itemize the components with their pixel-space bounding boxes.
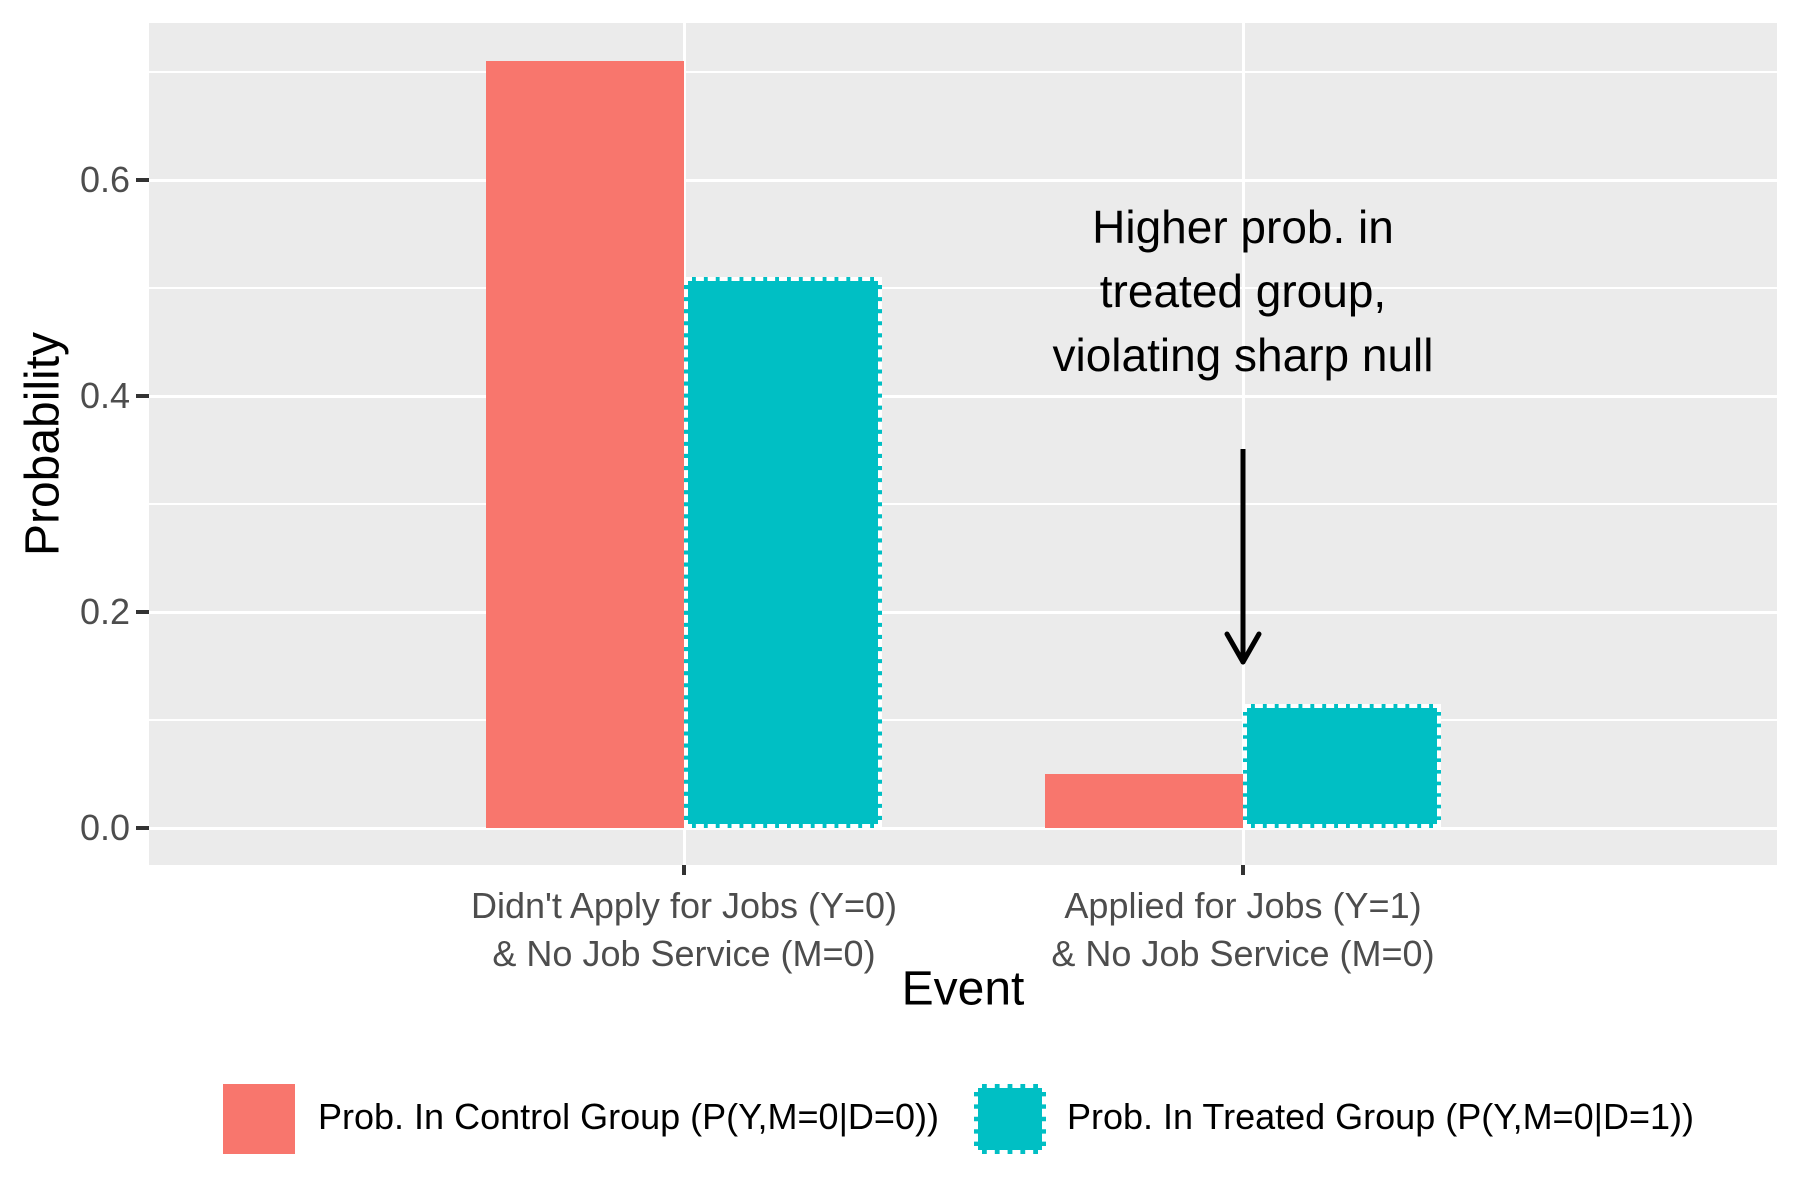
x-tick-label-cat2: Applied for Jobs (Y=1) & No Job Service (…: [893, 882, 1593, 978]
annotation-line-2: treated group,: [1099, 265, 1387, 317]
bar-control-cat2: [1045, 774, 1243, 828]
bar-treated-cat2: [1243, 703, 1441, 828]
gridline-major: [149, 178, 1777, 182]
x-tick-label-line: & No Job Service (M=0): [1051, 933, 1435, 974]
x-tick-mark: [1241, 865, 1245, 875]
y-tick-label: 0.4: [79, 375, 130, 416]
y-tick-label: 0.6: [79, 159, 130, 200]
gridline-vertical-cat2: [1241, 23, 1245, 865]
annotation-text: Higher prob. in treated group, violating…: [843, 195, 1643, 387]
down-arrow-icon: [1224, 449, 1262, 665]
gridline-minor: [149, 287, 1777, 289]
y-tick-mark: [136, 826, 149, 830]
bar-control-cat1: [486, 61, 684, 828]
legend-key-control: [223, 1084, 295, 1154]
legend-key-treated: [974, 1084, 1046, 1154]
y-tick-mark: [136, 394, 149, 398]
y-tick-mark: [136, 610, 149, 614]
x-tick-label-line: & No Job Service (M=0): [492, 933, 876, 974]
x-tick-mark: [682, 865, 686, 875]
gridline-major: [149, 826, 1777, 830]
x-tick-label-line: Applied for Jobs (Y=1): [1064, 885, 1422, 926]
x-tick-label-line: Didn't Apply for Jobs (Y=0): [470, 885, 898, 926]
y-tick-mark: [136, 178, 149, 182]
y-tick-label: 0.0: [79, 807, 130, 848]
gridline-major: [149, 394, 1777, 398]
annotation-line-1: Higher prob. in: [1092, 201, 1394, 253]
gridline-minor: [149, 719, 1777, 721]
legend-label-treated: Prob. In Treated Group (P(Y,M=0|D=1)): [1067, 1096, 1694, 1137]
plot-panel: [149, 23, 1777, 865]
gridline-minor: [149, 503, 1777, 505]
x-tick-label-cat1: Didn't Apply for Jobs (Y=0) & No Job Serv…: [334, 882, 1034, 978]
gridline-minor: [149, 71, 1777, 73]
x-axis-title: Event: [901, 962, 1025, 1016]
annotation-line-3: violating sharp null: [1052, 329, 1434, 381]
legend-label-control: Prob. In Control Group (P(Y,M=0|D=0)): [318, 1096, 939, 1137]
y-axis-title: Probability: [16, 331, 70, 557]
gridline-major: [149, 610, 1777, 614]
y-tick-label: 0.2: [79, 591, 130, 632]
bar-treated-cat1: [684, 277, 882, 828]
